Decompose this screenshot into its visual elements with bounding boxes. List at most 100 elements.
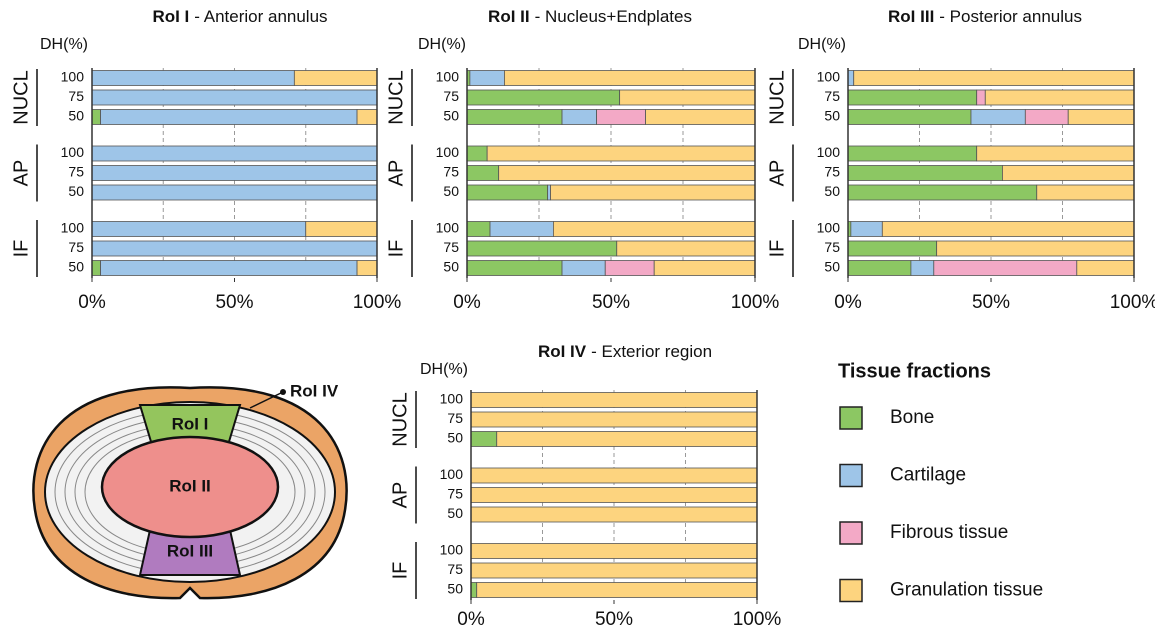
bar-segment: [470, 487, 758, 503]
row-label: 50: [447, 581, 463, 597]
bar-segment: [466, 145, 488, 162]
bar-segment: [910, 260, 935, 276]
group-label: AP: [10, 160, 32, 187]
title-rest: - Nucleus+Endplates: [535, 7, 692, 26]
title-rest: - Posterior annulus: [939, 7, 1082, 26]
row-label: 50: [824, 259, 840, 275]
bar-segment: [653, 260, 756, 276]
legend-swatch: [839, 578, 863, 603]
row-label: 100: [440, 391, 464, 407]
bar-segment: [486, 145, 756, 162]
title-bold: RoI II: [488, 7, 530, 26]
row-label: 75: [443, 239, 459, 255]
bar-segment: [847, 145, 978, 162]
title-bold: RoI IV: [538, 342, 587, 361]
row-label: 75: [443, 164, 459, 180]
bar-segment: [91, 221, 307, 237]
row-label: 100: [436, 220, 460, 236]
bar-segment: [498, 165, 756, 181]
bar-segment: [847, 165, 1003, 181]
group-label: NUCL: [766, 70, 788, 124]
x-tick-label: 100%: [733, 609, 782, 630]
group-label: NUCL: [389, 392, 411, 446]
bar-segment: [466, 184, 549, 201]
bar-segment: [91, 165, 378, 181]
chart-title: RoI IV - Exterior region: [538, 342, 712, 361]
y-axis-label: DH(%): [40, 36, 88, 53]
bar-segment: [561, 109, 597, 125]
row-label: 50: [443, 259, 459, 275]
bar-segment: [466, 109, 563, 125]
row-label: 50: [447, 505, 463, 521]
bar-segment: [847, 89, 978, 106]
group-label: IF: [766, 240, 788, 258]
bar-segment: [470, 467, 758, 484]
bar-segment: [645, 109, 756, 125]
bar-segment: [476, 582, 758, 598]
bar-segment: [466, 221, 491, 237]
bar-segment: [293, 70, 378, 86]
bar-segment: [616, 240, 756, 257]
legend-title: Tissue fractions: [838, 360, 991, 382]
bar-segment: [489, 221, 554, 237]
legend-swatch: [839, 406, 863, 430]
bar-segment: [466, 260, 563, 276]
legend-label: Cartilage: [890, 465, 966, 486]
row-label: 75: [68, 239, 84, 255]
title-bold: RoI I: [152, 7, 189, 26]
bar-segment: [305, 221, 378, 237]
y-axis-label: DH(%): [420, 361, 468, 378]
row-label: 50: [824, 183, 840, 199]
x-tick-label: 0%: [457, 609, 485, 630]
group-label: IF: [385, 240, 407, 258]
bar-segment: [1067, 109, 1135, 125]
bar-segment: [604, 260, 655, 276]
title-rest: - Exterior region: [591, 342, 712, 361]
row-label: 100: [61, 69, 85, 85]
bar-segment: [470, 582, 478, 598]
row-label: 50: [443, 183, 459, 199]
bar-segment: [847, 240, 938, 257]
bar-segment: [847, 70, 855, 86]
row-label: 75: [447, 486, 463, 502]
y-axis-label: DH(%): [418, 36, 466, 53]
bar-segment: [91, 260, 101, 276]
row-label: 50: [68, 183, 84, 199]
bar-segment: [1002, 165, 1135, 181]
row-label: 100: [61, 144, 85, 160]
row-label: 50: [68, 259, 84, 275]
chart-title: RoI II - Nucleus+Endplates: [488, 7, 692, 26]
bar-segment: [91, 109, 101, 125]
bar-segment: [850, 221, 883, 237]
row-label: 75: [68, 88, 84, 104]
bar-segment: [470, 543, 758, 559]
bar-segment: [356, 109, 378, 125]
bar-segment: [466, 89, 621, 106]
bar-segment: [550, 184, 756, 201]
group-label: AP: [385, 160, 407, 187]
chart-title: RoI III - Posterior annulus: [888, 7, 1082, 26]
row-label: 50: [824, 108, 840, 124]
row-label: 75: [447, 561, 463, 577]
bar-segment: [1076, 260, 1135, 276]
bar-segment: [496, 431, 758, 447]
bar-segment: [547, 184, 551, 201]
bar-segment: [91, 240, 378, 257]
row-label: 75: [824, 164, 840, 180]
diagram-label: RoI IV: [290, 381, 339, 400]
row-label: 100: [61, 220, 85, 236]
bar-segment: [553, 221, 756, 237]
x-tick-label: 0%: [78, 292, 106, 313]
y-axis-label: DH(%): [798, 36, 846, 53]
bar-segment: [970, 109, 1026, 125]
bar-segment: [91, 145, 378, 162]
bar-segment: [470, 562, 758, 579]
bar-segment: [91, 70, 295, 86]
legend-label: Bone: [890, 407, 934, 428]
row-label: 100: [817, 144, 841, 160]
bar-segment: [881, 221, 1135, 237]
x-tick-label: 50%: [595, 609, 633, 630]
x-tick-label: 100%: [1110, 292, 1155, 313]
row-label: 75: [68, 164, 84, 180]
row-label: 100: [817, 69, 841, 85]
